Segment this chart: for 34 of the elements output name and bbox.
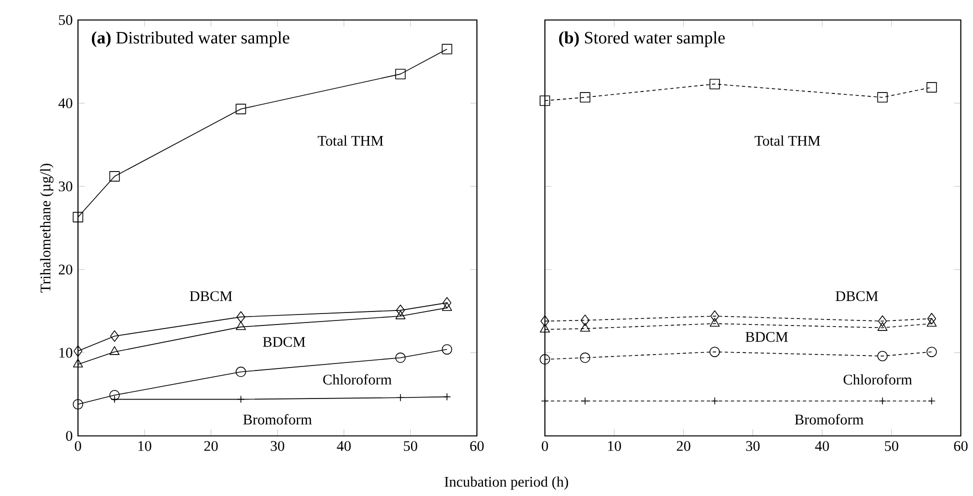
y-tick-label: 30 <box>58 181 72 192</box>
series-label: BDCM <box>262 337 306 347</box>
y-tick-label: 40 <box>58 98 72 108</box>
series-label: Bromoform <box>794 414 864 425</box>
x-tick-label: 30 <box>270 441 284 452</box>
x-tick-label: 10 <box>138 441 152 452</box>
series-label: Bromoform <box>243 414 312 425</box>
series-label: Chloroform <box>323 374 392 385</box>
x-tick-label: 60 <box>954 441 968 452</box>
x-tick-label: 30 <box>746 441 760 452</box>
x-tick-label: 50 <box>885 441 898 452</box>
text: (b) Stored water sample <box>559 31 725 48</box>
y-tick-label: 20 <box>58 264 72 275</box>
text: Total THM <box>754 136 820 146</box>
x-tick-label: 0 <box>542 441 548 452</box>
x-tick-label: 40 <box>815 441 829 452</box>
x-tick-label: 40 <box>336 441 351 452</box>
text: Total THM <box>318 136 384 146</box>
series-label: BDCM <box>746 332 788 342</box>
x-tick-label: 20 <box>676 441 690 452</box>
text: (a) Distributed water sample <box>92 31 290 48</box>
y-tick-label: 10 <box>59 348 72 358</box>
x-tick-label: 20 <box>204 441 218 452</box>
series-label: Chloroform <box>844 374 912 385</box>
y-tick-label: 50 <box>59 15 72 25</box>
x-tick-label: 0 <box>74 441 82 452</box>
x-tick-label: 60 <box>470 441 484 452</box>
x-axis-title: Incubation period (h) <box>444 476 568 490</box>
y-tick-label: 0 <box>66 431 72 441</box>
series-label: DBCM <box>836 291 878 302</box>
series-label: DBCM <box>190 291 232 302</box>
x-tick-label: 50 <box>404 441 418 452</box>
x-tick-label: 10 <box>608 441 621 452</box>
y-axis-title: Trihalomethane (µg/l) <box>40 164 54 293</box>
